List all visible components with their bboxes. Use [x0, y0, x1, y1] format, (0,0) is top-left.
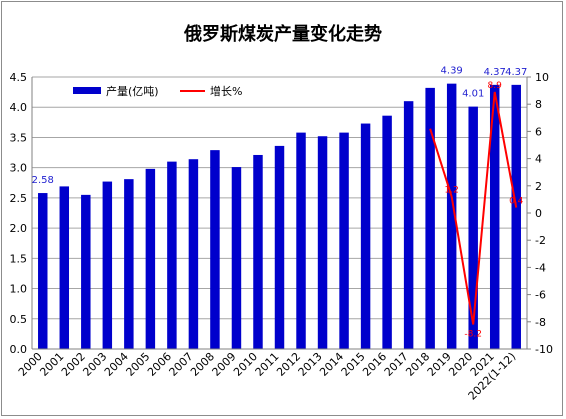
y-left-tick-label: 2.5 — [10, 192, 28, 205]
bar — [145, 168, 156, 349]
y-right-tick-label: 10 — [535, 71, 549, 84]
bar — [360, 123, 371, 349]
x-tick-label: 2020 — [446, 350, 475, 379]
bar — [253, 154, 263, 349]
bar-data-label: 4.37 — [505, 67, 527, 78]
y-left-tick-label: 2.0 — [10, 222, 28, 235]
x-tick-label: 2007 — [167, 350, 196, 379]
y-left-tick-label: 3.0 — [10, 162, 28, 175]
x-tick-label: 2011 — [253, 350, 282, 379]
bar — [210, 150, 220, 349]
y-left-tick-label: 1.5 — [10, 252, 28, 265]
bar — [296, 132, 306, 349]
bar — [317, 136, 328, 349]
line-data-label: -8.2 — [464, 330, 482, 340]
y-left-tick-label: 1.0 — [10, 283, 28, 296]
x-tick-label: 2005 — [123, 350, 152, 379]
chart-title: 俄罗斯煤炭产量变化走势 — [183, 23, 382, 45]
bar-data-label: 4.39 — [441, 66, 463, 77]
y-right-tick-label: 6 — [535, 125, 542, 138]
bar — [102, 181, 113, 349]
y-right-tick-label: 0 — [535, 207, 542, 220]
y-right-tick-label: -6 — [535, 289, 546, 302]
data-labels-group: 2.584.394.014.37 4.371.2-8.28.90.4 — [32, 66, 528, 340]
x-tick-label: 2012 — [274, 350, 303, 379]
legend-bar-swatch — [73, 87, 101, 94]
x-tick-label: 2010 — [231, 350, 260, 379]
line-data-label: 0.4 — [509, 197, 524, 207]
y-right-tick-label: -4 — [535, 261, 546, 274]
x-tick-label: 2019 — [425, 350, 454, 379]
bar-data-label: 4.01 — [462, 89, 484, 100]
y-right-tick-label: -2 — [535, 234, 546, 247]
x-tick-label: 2017 — [382, 350, 411, 379]
x-tick-label: 2009 — [210, 350, 239, 379]
bar — [188, 159, 199, 349]
x-tick-label: 2002 — [59, 350, 88, 379]
x-tick-label: 2003 — [80, 350, 109, 379]
x-tick-label: 2004 — [102, 350, 131, 379]
bar — [489, 84, 500, 349]
bar — [382, 115, 392, 349]
y-right-tick-label: 8 — [535, 98, 542, 111]
bar — [59, 186, 70, 349]
bar — [274, 145, 285, 349]
bar — [167, 161, 177, 349]
bar — [38, 193, 48, 349]
y-left-tick-label: 3.5 — [10, 131, 28, 144]
bar — [339, 132, 349, 349]
bar — [446, 83, 457, 349]
line-data-label: 8.9 — [488, 81, 503, 91]
bar — [425, 87, 435, 349]
growth-line-group — [429, 91, 518, 325]
y-right-tick-label: -8 — [535, 316, 546, 329]
y-left-tick-label: 4.5 — [10, 71, 28, 84]
bar-data-label: 4.37 — [484, 67, 506, 78]
bar — [81, 194, 91, 349]
x-tick-label: 2013 — [296, 350, 325, 379]
growth-line — [429, 91, 518, 325]
x-tick-label: 2001 — [37, 350, 66, 379]
bar — [124, 179, 134, 349]
bar — [403, 101, 414, 349]
x-tick-label: 2008 — [188, 350, 217, 379]
legend-line-label: 增长% — [210, 84, 242, 98]
y-left-tick-label: 4.0 — [10, 101, 28, 114]
y-right-tick-label: 4 — [535, 153, 542, 166]
y-right-tick-label: 2 — [535, 180, 542, 193]
x-tick-label: 2016 — [360, 350, 389, 379]
bar — [231, 167, 242, 349]
legend-bar-label: 产量(亿吨) — [106, 84, 159, 98]
legend: 产量(亿吨) 增长% — [73, 84, 242, 98]
y-left-tick-label: 0.0 — [10, 343, 28, 356]
bar — [468, 106, 478, 350]
bar — [511, 84, 521, 349]
y-left-tick-label: 0.5 — [10, 313, 28, 326]
bars-group — [38, 83, 521, 350]
x-tick-label: 2014 — [317, 350, 346, 379]
line-data-label: 1.2 — [445, 186, 459, 196]
y-right-tick-label: -10 — [535, 343, 553, 356]
x-tick-label: 2006 — [145, 350, 174, 379]
x-tick-label: 2018 — [403, 350, 432, 379]
x-tick-label: 2015 — [339, 350, 368, 379]
bar-data-label: 2.58 — [32, 175, 54, 186]
